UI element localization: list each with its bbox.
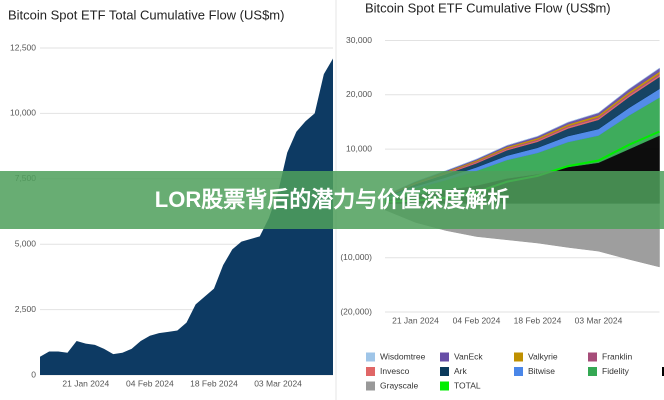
banner-title: LOR股票背后的潜力与价值深度解析: [155, 187, 509, 212]
y-tick-label: (10,000): [340, 252, 372, 262]
legend-swatch: [366, 381, 375, 391]
y-tick-label: 30,000: [346, 35, 372, 45]
legend-label: Valkyrie: [528, 351, 558, 361]
chart-title: Bitcoin Spot ETF Total Cumulative Flow (…: [8, 7, 284, 22]
x-tick-label: 21 Jan 2024: [392, 315, 439, 325]
y-tick-label: 10,000: [10, 108, 36, 118]
x-tick-label: 04 Feb 2024: [126, 378, 174, 388]
legend-swatch: [514, 352, 523, 362]
legend-swatch: [662, 367, 664, 376]
banner: LOR股票背后的潜力与价值深度解析: [0, 171, 664, 229]
legend-swatch: [440, 381, 449, 391]
y-tick-label: 10,000: [346, 143, 372, 153]
banner-band: [0, 171, 664, 229]
legend-swatch: [588, 352, 597, 362]
legend-swatch: [588, 367, 597, 376]
legend-swatch: [440, 367, 449, 376]
legend-label: TOTAL: [454, 380, 481, 390]
y-tick-label: 5,000: [15, 238, 37, 248]
legend-label: VanEck: [454, 351, 483, 361]
legend-label: Franklin: [602, 351, 633, 361]
y-tick-label: 2,500: [15, 304, 37, 314]
area: [40, 58, 333, 376]
x-tick-label: 21 Jan 2024: [62, 378, 109, 388]
area-wisdomtree: [384, 67, 660, 196]
x-tick-label: 03 Mar 2024: [254, 378, 302, 388]
legend-swatch: [366, 367, 375, 376]
legend-swatch: [514, 367, 523, 376]
legend-label: Bitwise: [528, 366, 555, 376]
y-tick-label: 20,000: [346, 89, 372, 99]
legend-label: Ark: [454, 366, 468, 376]
y-tick-label: 12,500: [10, 42, 36, 52]
x-tick-label: 03 Mar 2024: [575, 315, 623, 325]
y-tick-label: (20,000): [340, 306, 372, 316]
chart-title: Bitcoin Spot ETF Cumulative Flow (US$m): [365, 0, 611, 15]
legend-label: Wisdomtree: [380, 351, 426, 361]
x-tick-label: 18 Feb 2024: [190, 378, 238, 388]
legend-swatch: [366, 352, 375, 362]
legend-label: Grayscale: [380, 380, 419, 390]
x-tick-label: 18 Feb 2024: [514, 315, 562, 325]
y-tick-label: 0: [31, 369, 36, 379]
legend-swatch: [440, 352, 449, 362]
x-tick-label: 04 Feb 2024: [453, 315, 501, 325]
legend-label: Fidelity: [602, 366, 630, 376]
legend-label: Invesco: [380, 366, 410, 376]
